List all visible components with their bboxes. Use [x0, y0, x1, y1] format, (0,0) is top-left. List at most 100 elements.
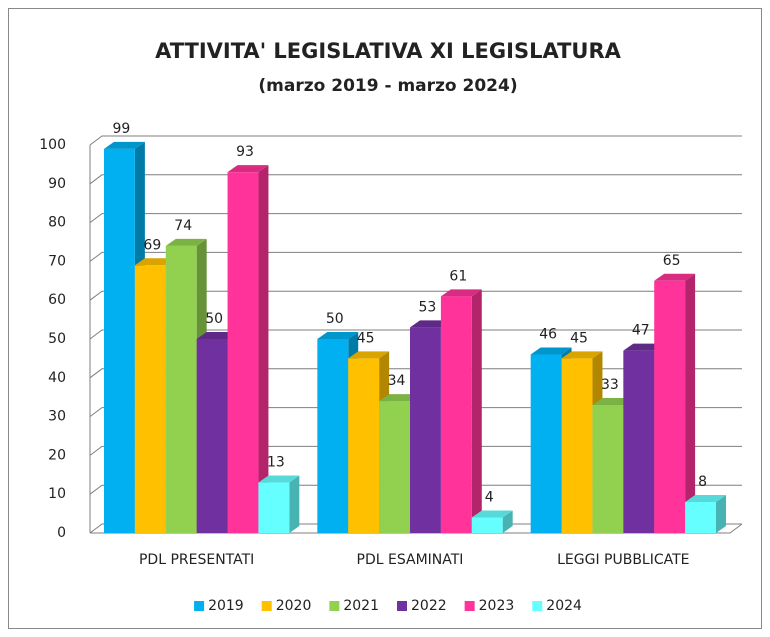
y-tick-label: 90	[48, 176, 66, 192]
value-label: 33	[601, 377, 619, 393]
bar-top	[654, 273, 696, 281]
legend-label: 2022	[411, 598, 447, 614]
value-label: 61	[449, 268, 467, 284]
floor	[90, 523, 743, 534]
grid-line	[89, 368, 742, 379]
y-tick-label: 50	[48, 331, 66, 347]
bar-side	[502, 510, 513, 533]
legend-label: 2019	[208, 598, 244, 614]
value-label: 93	[236, 144, 254, 160]
bar-top	[196, 332, 238, 339]
legend-item: 2019	[194, 598, 244, 614]
value-label: 74	[174, 218, 192, 234]
bar-top	[104, 141, 145, 149]
y-tick-label: 30	[48, 409, 66, 425]
legend-swatch	[329, 601, 340, 611]
y-tick-label: 70	[48, 253, 66, 269]
grid-line	[89, 251, 742, 262]
bar-front	[685, 501, 716, 533]
value-label: 99	[113, 121, 131, 137]
legend-swatch	[397, 601, 407, 611]
bar-front	[348, 358, 380, 533]
bar-front	[471, 517, 503, 533]
value-label: 46	[539, 327, 557, 343]
y-tick-label: 10	[48, 486, 66, 502]
bar-top	[258, 475, 300, 483]
bar-top	[134, 258, 176, 266]
grid-line	[89, 290, 742, 301]
legend-label: 2021	[343, 598, 379, 614]
bar-front	[654, 280, 686, 533]
value-label: 8	[698, 474, 707, 490]
bar-top	[623, 343, 665, 351]
bar-front	[165, 245, 197, 533]
bar-front	[379, 401, 410, 533]
legend-item: 2020	[261, 598, 312, 614]
x-tick-label: PDL PRESENTATI	[139, 552, 254, 568]
value-label: 53	[419, 299, 437, 315]
value-label: 45	[357, 330, 375, 346]
bar-top	[227, 165, 269, 173]
legend-item: 2023	[464, 598, 514, 614]
legend-swatch	[532, 601, 543, 611]
grid-line	[89, 445, 742, 456]
bar-front	[196, 339, 228, 533]
chart-title: ATTIVITA' LEGISLATIVA XI LEGISLATURA	[155, 39, 622, 63]
bar-side	[258, 165, 269, 533]
bar-top	[592, 397, 634, 405]
bar-top	[348, 351, 390, 359]
bar-front	[104, 148, 135, 533]
bar-top	[440, 289, 482, 297]
legend-item: 2021	[329, 598, 379, 614]
bar-top	[379, 394, 420, 402]
grid-line	[89, 135, 742, 146]
y-tick-label: 40	[48, 370, 66, 386]
bar-front	[134, 265, 166, 533]
grid-line	[89, 213, 742, 223]
legend-label: 2024	[546, 598, 582, 614]
bar-side	[289, 475, 300, 533]
grid-line	[89, 523, 742, 534]
legend-item: 2024	[532, 598, 582, 614]
value-label: 4	[485, 489, 494, 505]
bar-front	[440, 296, 472, 533]
bar-top	[530, 347, 572, 355]
bar-top	[165, 238, 207, 246]
bar-front	[227, 172, 259, 533]
chart-subtitle: (marzo 2019 - marzo 2024)	[258, 76, 517, 96]
bar-front	[592, 404, 624, 533]
legend-item: 2022	[397, 598, 447, 614]
bar-front	[623, 350, 655, 533]
y-tick-label: 100	[39, 137, 66, 153]
bar-front	[317, 339, 349, 533]
grid-line	[89, 329, 742, 340]
value-label: 50	[205, 311, 223, 327]
grid-line	[89, 174, 742, 185]
bar-side	[685, 273, 696, 533]
bar-top	[410, 320, 451, 328]
bar-front	[410, 327, 441, 533]
y-tick-label: 80	[48, 215, 66, 231]
bar-front	[258, 482, 290, 533]
bar-front	[530, 354, 562, 533]
bar	[227, 165, 269, 533]
legend-swatch	[261, 601, 272, 611]
bar	[654, 273, 696, 533]
bar	[258, 475, 300, 533]
bar-side	[471, 289, 482, 533]
grid-line	[89, 407, 742, 417]
legend-label: 2020	[276, 598, 312, 614]
bar-top	[471, 510, 513, 518]
legend-swatch	[464, 601, 475, 611]
y-tick-label: 20	[48, 447, 66, 463]
value-label: 65	[663, 253, 681, 269]
bar-side	[716, 494, 726, 533]
bar	[471, 510, 513, 533]
legend-swatch	[194, 601, 205, 611]
y-tick-label: 0	[57, 525, 66, 541]
bar	[440, 289, 482, 533]
bar	[685, 494, 726, 533]
value-label: 50	[326, 311, 344, 327]
bar-front	[561, 358, 593, 533]
